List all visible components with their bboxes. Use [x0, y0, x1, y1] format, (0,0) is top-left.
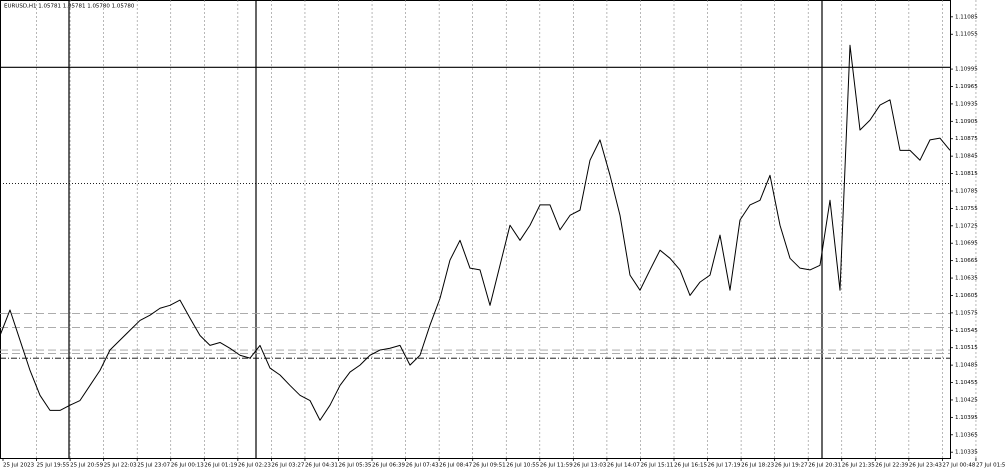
x-tick-label: 26 Jul 20:31 — [808, 463, 841, 469]
x-tick-label: 25 Jul 23:07 — [137, 463, 170, 469]
y-tick-label: 1.10605 — [955, 293, 978, 299]
y-tick-label: 1.10395 — [955, 415, 978, 421]
x-tick-label: 26 Jul 01:19 — [204, 463, 237, 469]
y-tick-label: 1.10515 — [955, 345, 978, 351]
y-tick-label: 1.10425 — [955, 397, 978, 403]
x-tick-label: 26 Jul 23:43 — [909, 463, 942, 469]
price-series — [0, 44, 951, 421]
x-tick-label: 26 Jul 17:19 — [708, 463, 741, 469]
y-tick-label: 1.10845 — [955, 154, 978, 160]
x-tick-label: 25 Jul 19:55 — [37, 463, 70, 469]
x-tick-label: 25 Jul 20:59 — [70, 463, 103, 469]
y-tick-label: 1.10545 — [955, 328, 978, 334]
x-tick-label: 26 Jul 18:23 — [741, 463, 774, 469]
y-tick-label: 1.10785 — [955, 188, 978, 194]
y-tick-label: 1.11055 — [955, 32, 978, 38]
y-tick-label: 1.10335 — [955, 450, 978, 456]
x-tick-label: 26 Jul 07:43 — [406, 463, 439, 469]
x-tick-label: 26 Jul 21:35 — [842, 463, 875, 469]
y-tick-label: 1.10635 — [955, 276, 978, 282]
y-tick-label: 1.10905 — [955, 119, 978, 125]
x-tick-label: 26 Jul 08:47 — [439, 463, 472, 469]
y-tick-label: 1.10695 — [955, 241, 978, 247]
x-tick-label: 27 Jul 01:52 — [976, 463, 1005, 469]
x-tick-label: 26 Jul 04:31 — [305, 463, 338, 469]
y-tick-label: 1.10485 — [955, 363, 978, 369]
x-tick-label: 26 Jul 09:51 — [473, 463, 506, 469]
x-tick-label: 26 Jul 11:59 — [540, 463, 573, 469]
x-tick-label: 26 Jul 22:39 — [875, 463, 908, 469]
x-tick-label: 26 Jul 19:27 — [775, 463, 808, 469]
y-tick-label: 1.10935 — [955, 101, 978, 107]
x-tick-label: 26 Jul 16:15 — [674, 463, 707, 469]
x-tick-label: 26 Jul 02:23 — [238, 463, 271, 469]
x-tick-label: 26 Jul 10:55 — [506, 463, 539, 469]
y-tick-label: 1.10965 — [955, 84, 978, 90]
x-tick-label: 26 Jul 15:11 — [640, 463, 673, 469]
x-tick-label: 26 Jul 03:27 — [271, 463, 304, 469]
y-tick-label: 1.10875 — [955, 136, 978, 142]
chart-title: EURUSD,H1 1.05781 1.05781 1.05780 1.0578… — [4, 4, 135, 10]
x-tick-label: 26 Jul 13:03 — [573, 463, 606, 469]
x-tick-label: 26 Jul 05:35 — [339, 463, 372, 469]
x-tick-label: 25 Jul 22:03 — [104, 463, 137, 469]
y-tick-label: 1.10755 — [955, 206, 978, 212]
y-tick-label: 1.10815 — [955, 171, 978, 177]
y-tick-label: 1.10455 — [955, 380, 978, 386]
x-tick-label: 27 Jul 00:48 — [942, 463, 975, 469]
y-tick-label: 1.11085 — [955, 14, 978, 20]
x-tick-label: 26 Jul 06:39 — [372, 463, 405, 469]
y-tick-label: 1.10365 — [955, 432, 978, 438]
y-tick-label: 1.10725 — [955, 223, 978, 229]
x-tick-label: 26 Jul 00:13 — [171, 463, 204, 469]
x-tick-label: 26 Jul 14:07 — [607, 463, 640, 469]
plot-frame — [0, 0, 951, 459]
y-tick-label: 1.10665 — [955, 258, 978, 264]
x-tick-label: 25 Jul 2023 — [3, 463, 35, 469]
y-tick-label: 1.10995 — [955, 67, 978, 73]
y-tick-label: 1.10575 — [955, 310, 978, 316]
